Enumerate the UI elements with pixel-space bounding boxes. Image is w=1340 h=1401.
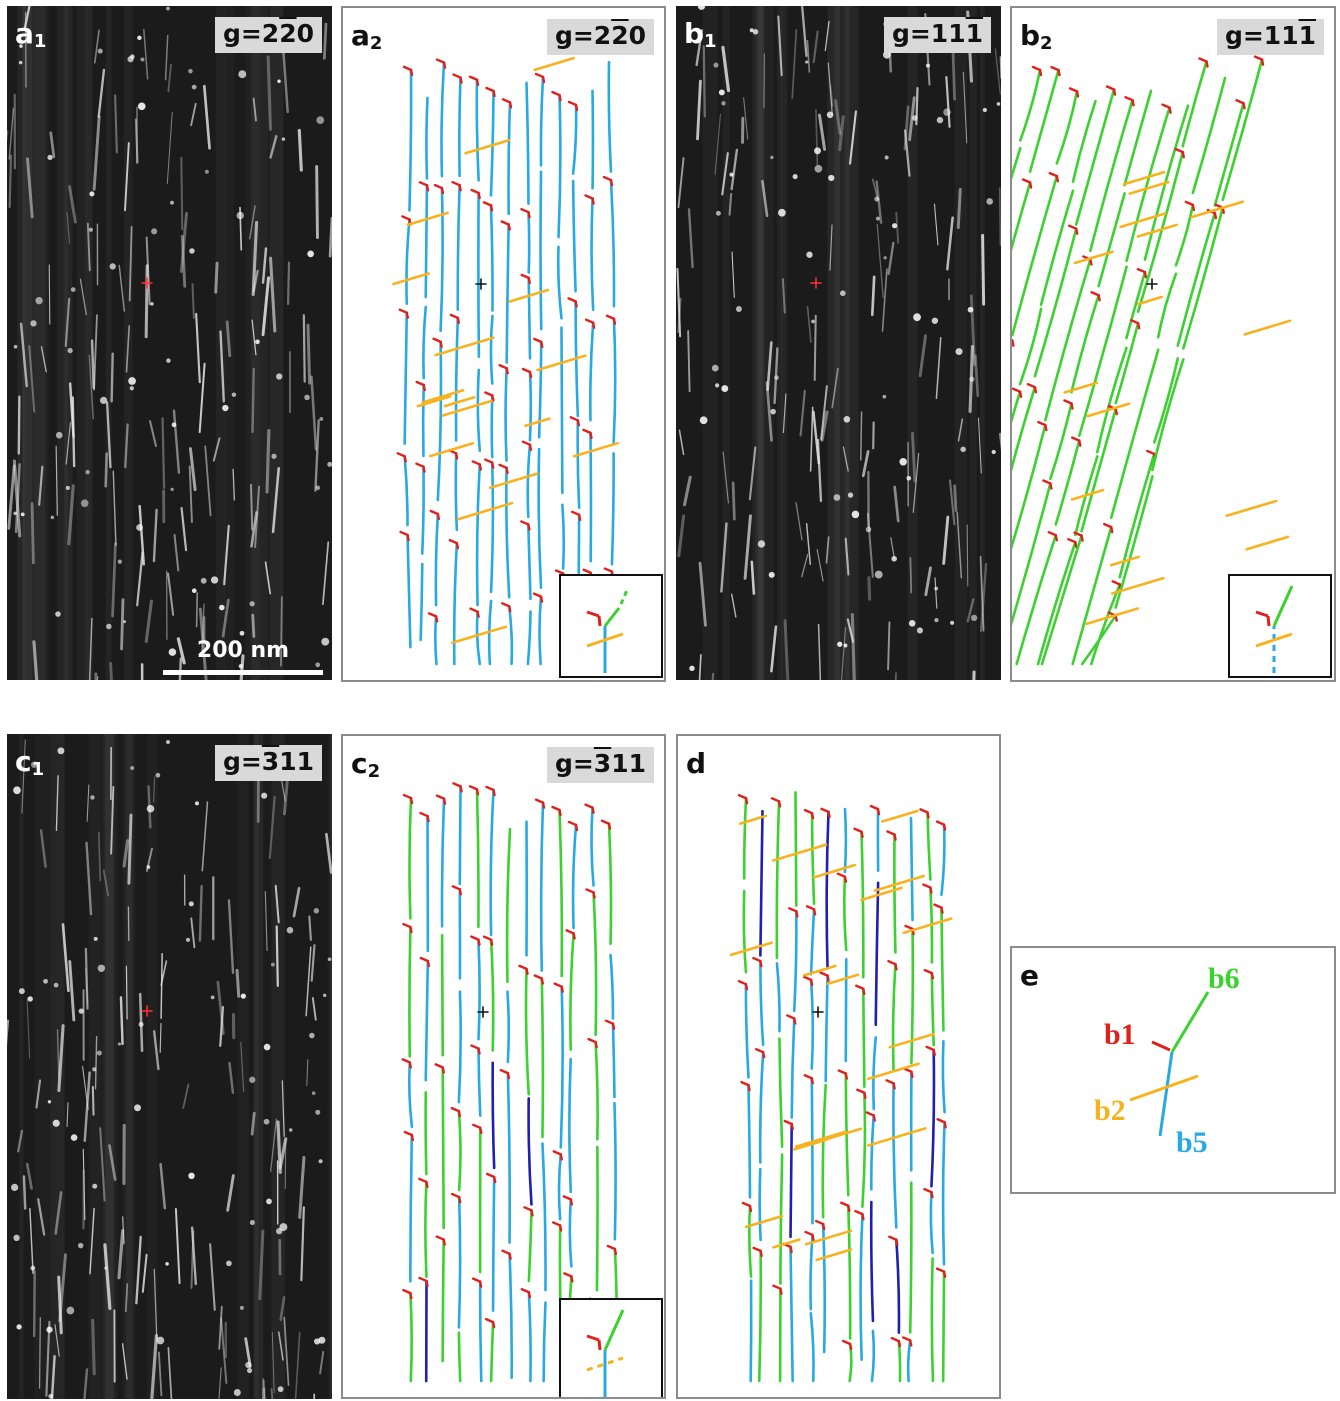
panel-label-c1: c1 <box>15 745 45 781</box>
scale-bar-label: 200 nm <box>196 638 290 663</box>
legend-label-b1: b1 <box>1104 1018 1136 1051</box>
panel-b2: b2 g=111 <box>1010 6 1336 682</box>
panel-c1: c1 g=311 <box>7 734 332 1399</box>
trace-c2 <box>401 782 619 1383</box>
trace-b2 <box>1012 55 1292 666</box>
g-vector-a2: g=220 <box>546 19 654 55</box>
g-vector-b2: g=111 <box>1216 19 1324 55</box>
scale-bar <box>163 670 323 675</box>
micrograph-b1 <box>676 6 1001 680</box>
panel-label-b1: b1 <box>684 17 717 53</box>
panel-b1: b1 g=111 <box>676 6 1001 680</box>
panel-e: e b1 b6 b2 b5 <box>1010 946 1336 1194</box>
micrograph-c1 <box>7 734 332 1399</box>
panel-a1: a1 g=220 200 nm <box>7 6 332 680</box>
inset-a2 <box>559 574 663 678</box>
legend-label-b5: b5 <box>1176 1126 1208 1159</box>
legend-line-b6 <box>1170 991 1210 1053</box>
g-vector-a1: g=220 <box>214 17 322 53</box>
panel-label-d: d <box>686 747 707 780</box>
legend-diagram <box>1129 991 1210 1137</box>
inset-c2 <box>559 1298 663 1397</box>
panel-label-e: e <box>1020 959 1039 992</box>
legend-line-b5 <box>1158 1051 1174 1137</box>
g-vector-c2: g=311 <box>546 747 654 783</box>
panel-label-c2: c2 <box>351 747 381 783</box>
panel-a2: a2 g=220 <box>341 6 666 682</box>
legend-line-b2 <box>1129 1074 1199 1102</box>
panel-label-a2: a2 <box>351 19 383 55</box>
legend-line-b1 <box>1151 1040 1171 1052</box>
trace-d <box>729 791 953 1383</box>
g-vector-c1: g=311 <box>214 745 322 781</box>
panel-label-b2: b2 <box>1020 19 1053 55</box>
micrograph-a1 <box>7 6 332 680</box>
legend-label-b6: b6 <box>1208 962 1240 995</box>
panel-c2: c2 g=311 <box>341 734 666 1399</box>
panel-d: d <box>676 734 1001 1399</box>
legend-label-b2: b2 <box>1094 1094 1126 1127</box>
inset-b2 <box>1228 574 1332 678</box>
panel-label-a1: a1 <box>15 17 47 53</box>
g-vector-b1: g=111 <box>883 17 991 53</box>
